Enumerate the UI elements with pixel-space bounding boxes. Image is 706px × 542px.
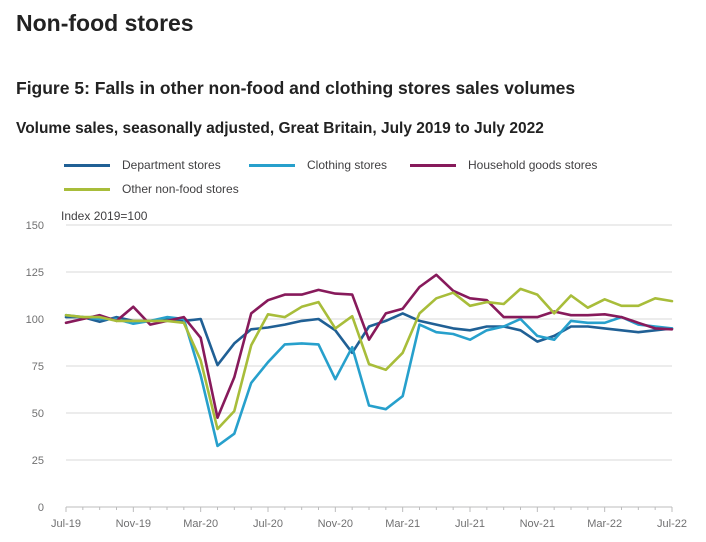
y-tick-label: 100 xyxy=(26,314,44,326)
x-tick-label: Mar-21 xyxy=(385,518,420,530)
series-line-clothing[interactable] xyxy=(64,313,674,448)
legend-label-other: Other non-food stores xyxy=(122,182,239,196)
page-heading: Non-food stores xyxy=(16,10,194,36)
legend-swatch-clothing xyxy=(249,163,295,167)
series-line-department[interactable] xyxy=(64,312,674,367)
x-tick-label: Jul-19 xyxy=(51,518,81,530)
legend-item-other[interactable]: Other non-food stores xyxy=(64,182,239,196)
y-tick-label: 75 xyxy=(32,361,44,373)
legend-swatch-other xyxy=(64,187,110,191)
legend-item-clothing[interactable]: Clothing stores xyxy=(249,158,387,172)
y-axis-label: Index 2019=100 xyxy=(61,209,148,223)
legend-swatch-department xyxy=(64,163,110,167)
y-tick-label: 25 xyxy=(32,455,44,467)
figure-title: Figure 5: Falls in other non-food and cl… xyxy=(16,78,576,98)
x-tick-label: Jul-22 xyxy=(657,518,687,530)
x-tick-label: Mar-20 xyxy=(183,518,218,530)
x-tick-label: Nov-19 xyxy=(116,518,151,530)
series-line-household[interactable] xyxy=(64,273,674,420)
legend-label-household: Household goods stores xyxy=(468,158,598,172)
series-lines xyxy=(64,273,674,448)
legend-item-household[interactable]: Household goods stores xyxy=(410,158,597,172)
gridlines xyxy=(66,224,672,508)
legend-item-department[interactable]: Department stores xyxy=(64,158,221,172)
y-tick-label: 50 xyxy=(32,408,44,420)
legend-swatch-household xyxy=(410,163,456,167)
x-tick-label: Nov-20 xyxy=(318,518,353,530)
series-line-other[interactable] xyxy=(64,287,674,431)
legend-label-clothing: Clothing stores xyxy=(307,158,388,172)
y-tick-label: 150 xyxy=(26,220,44,232)
y-tick-label: 125 xyxy=(26,267,44,279)
figure-subtitle: Volume sales, seasonally adjusted, Great… xyxy=(16,120,544,137)
y-axis-ticks: 0 25 50 75 100 125 150 xyxy=(26,220,44,514)
x-tick-label: Nov-21 xyxy=(520,518,555,530)
legend-label-department: Department stores xyxy=(122,158,221,172)
x-tick-label: Jul-21 xyxy=(455,518,485,530)
x-tick-label: Jul-20 xyxy=(253,518,283,530)
x-tick-label: Mar-22 xyxy=(587,518,622,530)
y-tick-label: 0 xyxy=(38,502,44,514)
x-axis: Jul-19 Nov-19 Mar-20 Jul-20 Nov-20 Mar-21 Jul-… xyxy=(51,507,687,530)
